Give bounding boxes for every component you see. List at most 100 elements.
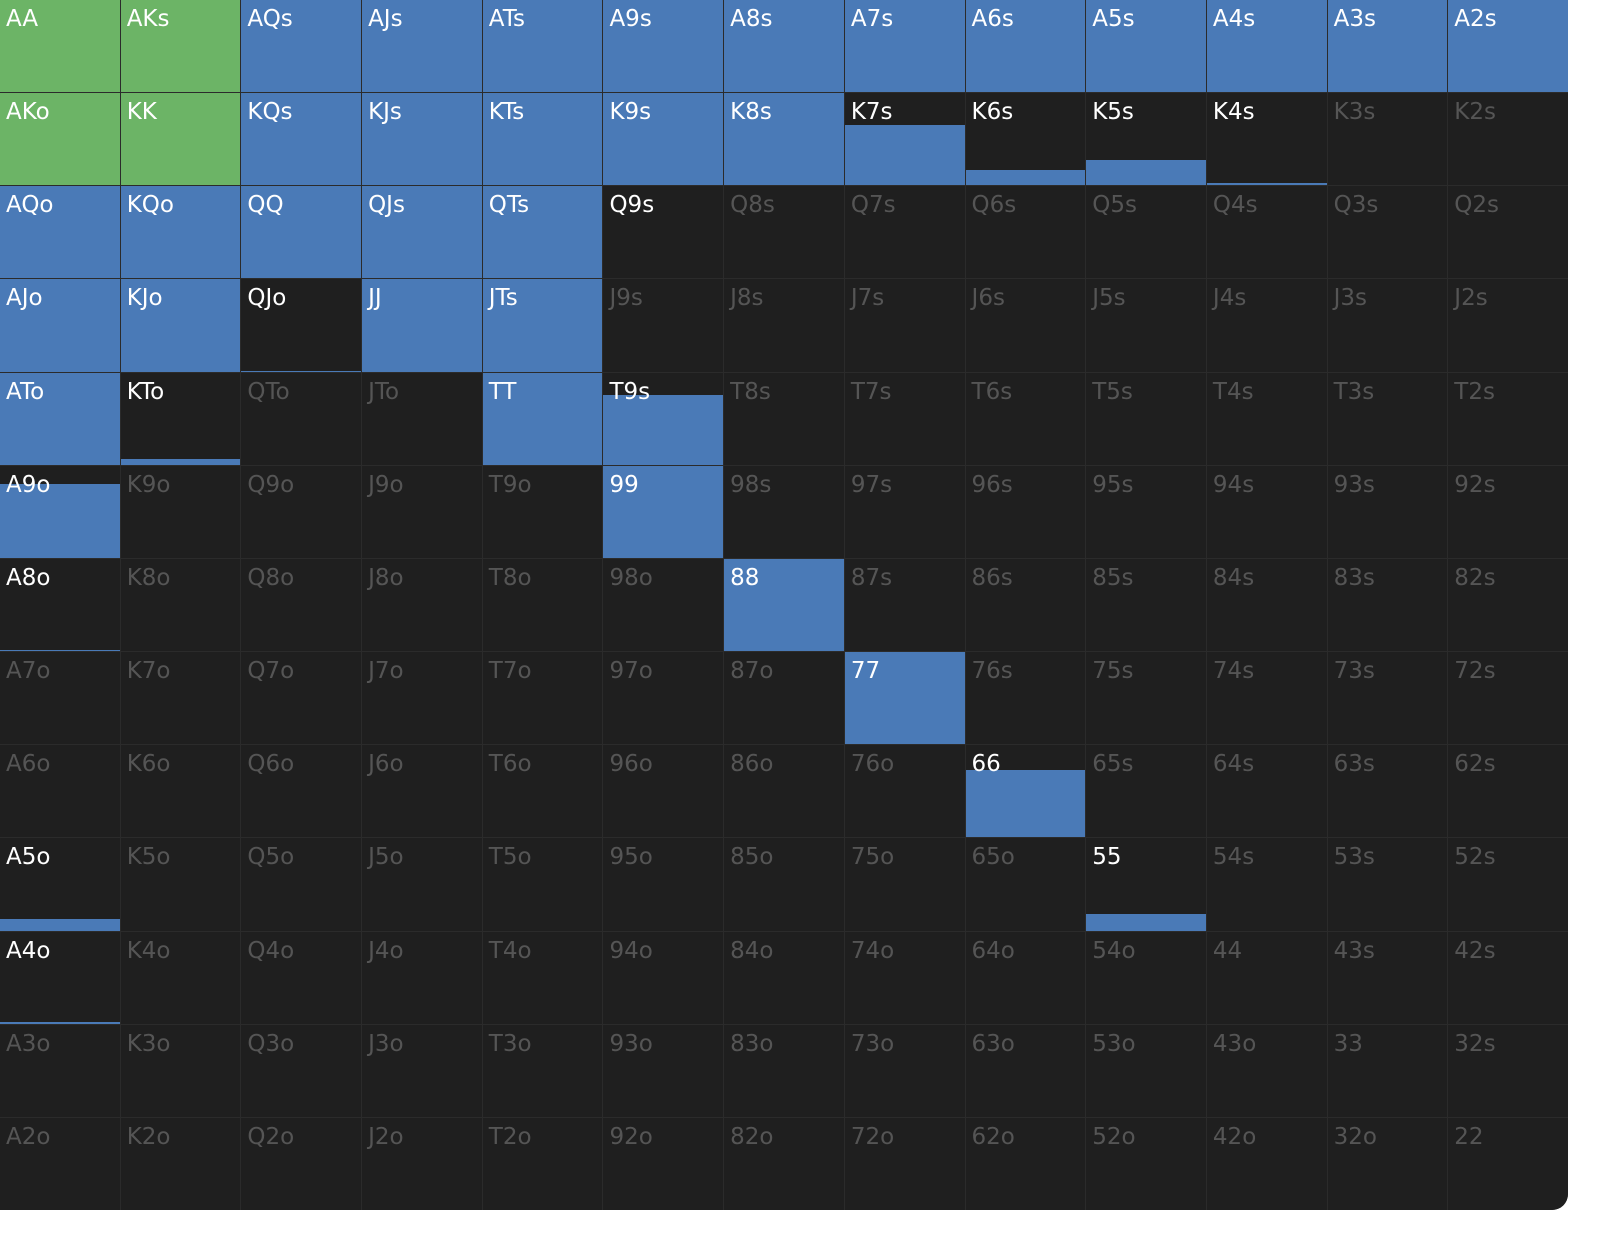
hand-cell-98s[interactable]: 98s [724, 465, 844, 558]
hand-cell-a3s[interactable]: A3s [1327, 0, 1448, 93]
hand-cell-32s[interactable]: 32s [1448, 1024, 1568, 1117]
hand-cell-q2o[interactable]: Q2o [241, 1117, 362, 1210]
hand-cell-k9s[interactable]: K9s [603, 93, 724, 186]
hand-cell-84o[interactable]: 84o [724, 931, 844, 1024]
hand-cell-95s[interactable]: 95s [1086, 465, 1206, 558]
hand-cell-a3o[interactable]: A3o [0, 1024, 120, 1117]
hand-cell-qjs[interactable]: QJs [362, 186, 482, 279]
hand-cell-k2s[interactable]: K2s [1448, 93, 1568, 186]
hand-cell-86o[interactable]: 86o [724, 745, 844, 838]
hand-cell-65o[interactable]: 65o [965, 838, 1086, 931]
hand-cell-q6o[interactable]: Q6o [241, 745, 362, 838]
hand-cell-52s[interactable]: 52s [1448, 838, 1568, 931]
hand-cell-43o[interactable]: 43o [1206, 1024, 1327, 1117]
hand-cell-62s[interactable]: 62s [1448, 745, 1568, 838]
hand-cell-ajo[interactable]: AJo [0, 279, 120, 372]
hand-cell-93o[interactable]: 93o [603, 1024, 724, 1117]
hand-cell-q5s[interactable]: Q5s [1086, 186, 1206, 279]
hand-cell-t6o[interactable]: T6o [482, 745, 603, 838]
hand-cell-22[interactable]: 22 [1448, 1117, 1568, 1210]
hand-cell-q8o[interactable]: Q8o [241, 558, 362, 652]
hand-cell-ato[interactable]: ATo [0, 372, 120, 465]
hand-cell-kjo[interactable]: KJo [120, 279, 241, 372]
hand-cell-93s[interactable]: 93s [1327, 465, 1448, 558]
hand-cell-t7s[interactable]: T7s [844, 372, 965, 465]
hand-cell-k5s[interactable]: K5s [1086, 93, 1206, 186]
hand-cell-q3s[interactable]: Q3s [1327, 186, 1448, 279]
hand-cell-97s[interactable]: 97s [844, 465, 965, 558]
hand-cell-53o[interactable]: 53o [1086, 1024, 1206, 1117]
hand-cell-q5o[interactable]: Q5o [241, 838, 362, 931]
hand-cell-t5o[interactable]: T5o [482, 838, 603, 931]
hand-cell-t2s[interactable]: T2s [1448, 372, 1568, 465]
hand-cell-44[interactable]: 44 [1206, 931, 1327, 1024]
hand-cell-j4o[interactable]: J4o [362, 931, 482, 1024]
hand-cell-54s[interactable]: 54s [1206, 838, 1327, 931]
hand-cell-j3s[interactable]: J3s [1327, 279, 1448, 372]
hand-cell-54o[interactable]: 54o [1086, 931, 1206, 1024]
hand-cell-42s[interactable]: 42s [1448, 931, 1568, 1024]
hand-cell-k7s[interactable]: K7s [844, 93, 965, 186]
hand-cell-j9s[interactable]: J9s [603, 279, 724, 372]
hand-cell-a5s[interactable]: A5s [1086, 0, 1206, 93]
hand-cell-q7s[interactable]: Q7s [844, 186, 965, 279]
hand-cell-73s[interactable]: 73s [1327, 652, 1448, 745]
hand-cell-j8s[interactable]: J8s [724, 279, 844, 372]
hand-cell-k8s[interactable]: K8s [724, 93, 844, 186]
hand-cell-94o[interactable]: 94o [603, 931, 724, 1024]
hand-cell-q4o[interactable]: Q4o [241, 931, 362, 1024]
hand-cell-qjo[interactable]: QJo [241, 279, 362, 372]
hand-cell-q9s[interactable]: Q9s [603, 186, 724, 279]
hand-cell-a2s[interactable]: A2s [1448, 0, 1568, 93]
hand-cell-52o[interactable]: 52o [1086, 1117, 1206, 1210]
hand-cell-j8o[interactable]: J8o [362, 558, 482, 652]
hand-cell-83s[interactable]: 83s [1327, 558, 1448, 652]
hand-cell-t4o[interactable]: T4o [482, 931, 603, 1024]
hand-cell-64o[interactable]: 64o [965, 931, 1086, 1024]
hand-cell-82o[interactable]: 82o [724, 1117, 844, 1210]
hand-cell-jts[interactable]: JTs [482, 279, 603, 372]
hand-cell-kto[interactable]: KTo [120, 372, 241, 465]
hand-cell-t9s[interactable]: T9s [603, 372, 724, 465]
hand-cell-k3s[interactable]: K3s [1327, 93, 1448, 186]
hand-cell-62o[interactable]: 62o [965, 1117, 1086, 1210]
hand-cell-63o[interactable]: 63o [965, 1024, 1086, 1117]
hand-cell-43s[interactable]: 43s [1327, 931, 1448, 1024]
hand-cell-q7o[interactable]: Q7o [241, 652, 362, 745]
hand-cell-q4s[interactable]: Q4s [1206, 186, 1327, 279]
hand-cell-88[interactable]: 88 [724, 558, 844, 652]
hand-cell-q6s[interactable]: Q6s [965, 186, 1086, 279]
hand-cell-t5s[interactable]: T5s [1086, 372, 1206, 465]
hand-cell-j5s[interactable]: J5s [1086, 279, 1206, 372]
hand-cell-aks[interactable]: AKs [120, 0, 241, 93]
hand-cell-a7o[interactable]: A7o [0, 652, 120, 745]
hand-cell-qq[interactable]: QQ [241, 186, 362, 279]
hand-cell-98o[interactable]: 98o [603, 558, 724, 652]
hand-cell-a4o[interactable]: A4o [0, 931, 120, 1024]
hand-cell-kqs[interactable]: KQs [241, 93, 362, 186]
hand-cell-96s[interactable]: 96s [965, 465, 1086, 558]
hand-cell-j9o[interactable]: J9o [362, 465, 482, 558]
hand-cell-qts[interactable]: QTs [482, 186, 603, 279]
hand-cell-96o[interactable]: 96o [603, 745, 724, 838]
hand-cell-75o[interactable]: 75o [844, 838, 965, 931]
hand-cell-55[interactable]: 55 [1086, 838, 1206, 931]
hand-cell-aqo[interactable]: AQo [0, 186, 120, 279]
hand-cell-kts[interactable]: KTs [482, 93, 603, 186]
hand-cell-j4s[interactable]: J4s [1206, 279, 1327, 372]
hand-cell-92s[interactable]: 92s [1448, 465, 1568, 558]
hand-cell-jto[interactable]: JTo [362, 372, 482, 465]
hand-cell-82s[interactable]: 82s [1448, 558, 1568, 652]
hand-cell-t8o[interactable]: T8o [482, 558, 603, 652]
hand-cell-qto[interactable]: QTo [241, 372, 362, 465]
hand-cell-97o[interactable]: 97o [603, 652, 724, 745]
hand-cell-k5o[interactable]: K5o [120, 838, 241, 931]
hand-cell-j7o[interactable]: J7o [362, 652, 482, 745]
hand-cell-k3o[interactable]: K3o [120, 1024, 241, 1117]
hand-cell-t3s[interactable]: T3s [1327, 372, 1448, 465]
hand-cell-tt[interactable]: TT [482, 372, 603, 465]
hand-cell-99[interactable]: 99 [603, 465, 724, 558]
hand-cell-95o[interactable]: 95o [603, 838, 724, 931]
hand-cell-q3o[interactable]: Q3o [241, 1024, 362, 1117]
hand-cell-jj[interactable]: JJ [362, 279, 482, 372]
